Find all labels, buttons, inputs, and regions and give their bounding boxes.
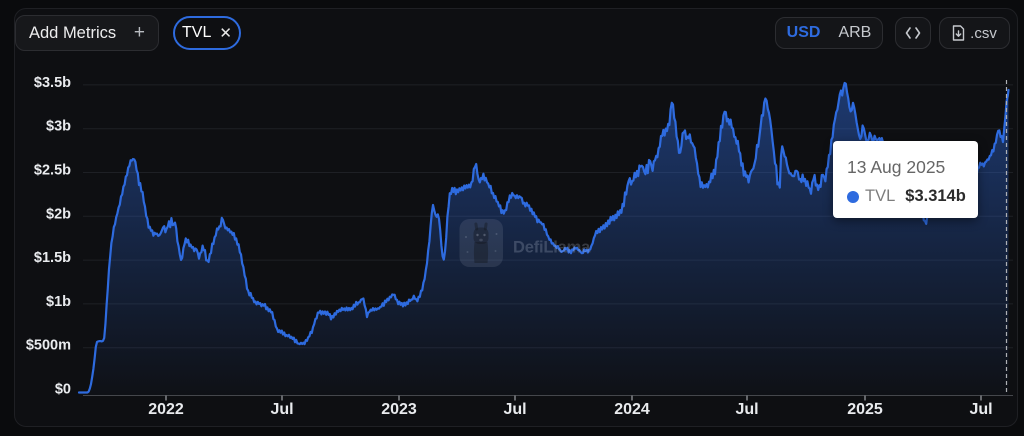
svg-text:2025: 2025: [847, 401, 883, 418]
svg-text:$3b: $3b: [46, 119, 71, 135]
svg-text:Jul: Jul: [735, 401, 758, 418]
svg-text:$1b: $1b: [46, 294, 71, 310]
svg-text:DefiLlama: DefiLlama: [513, 239, 591, 257]
svg-text:2022: 2022: [148, 401, 184, 418]
svg-text:$0: $0: [55, 382, 71, 398]
svg-text:2023: 2023: [381, 401, 417, 418]
svg-text:Jul: Jul: [969, 401, 992, 418]
svg-text:Jul: Jul: [270, 401, 293, 418]
svg-text:Jul: Jul: [503, 401, 526, 418]
svg-text:$3.5b: $3.5b: [34, 75, 71, 91]
svg-text:$2b: $2b: [46, 206, 71, 222]
svg-text:$1.5b: $1.5b: [34, 250, 71, 266]
svg-text:$500m: $500m: [26, 338, 71, 354]
svg-text:2024: 2024: [614, 401, 650, 418]
svg-text:$2.5b: $2.5b: [34, 163, 71, 179]
